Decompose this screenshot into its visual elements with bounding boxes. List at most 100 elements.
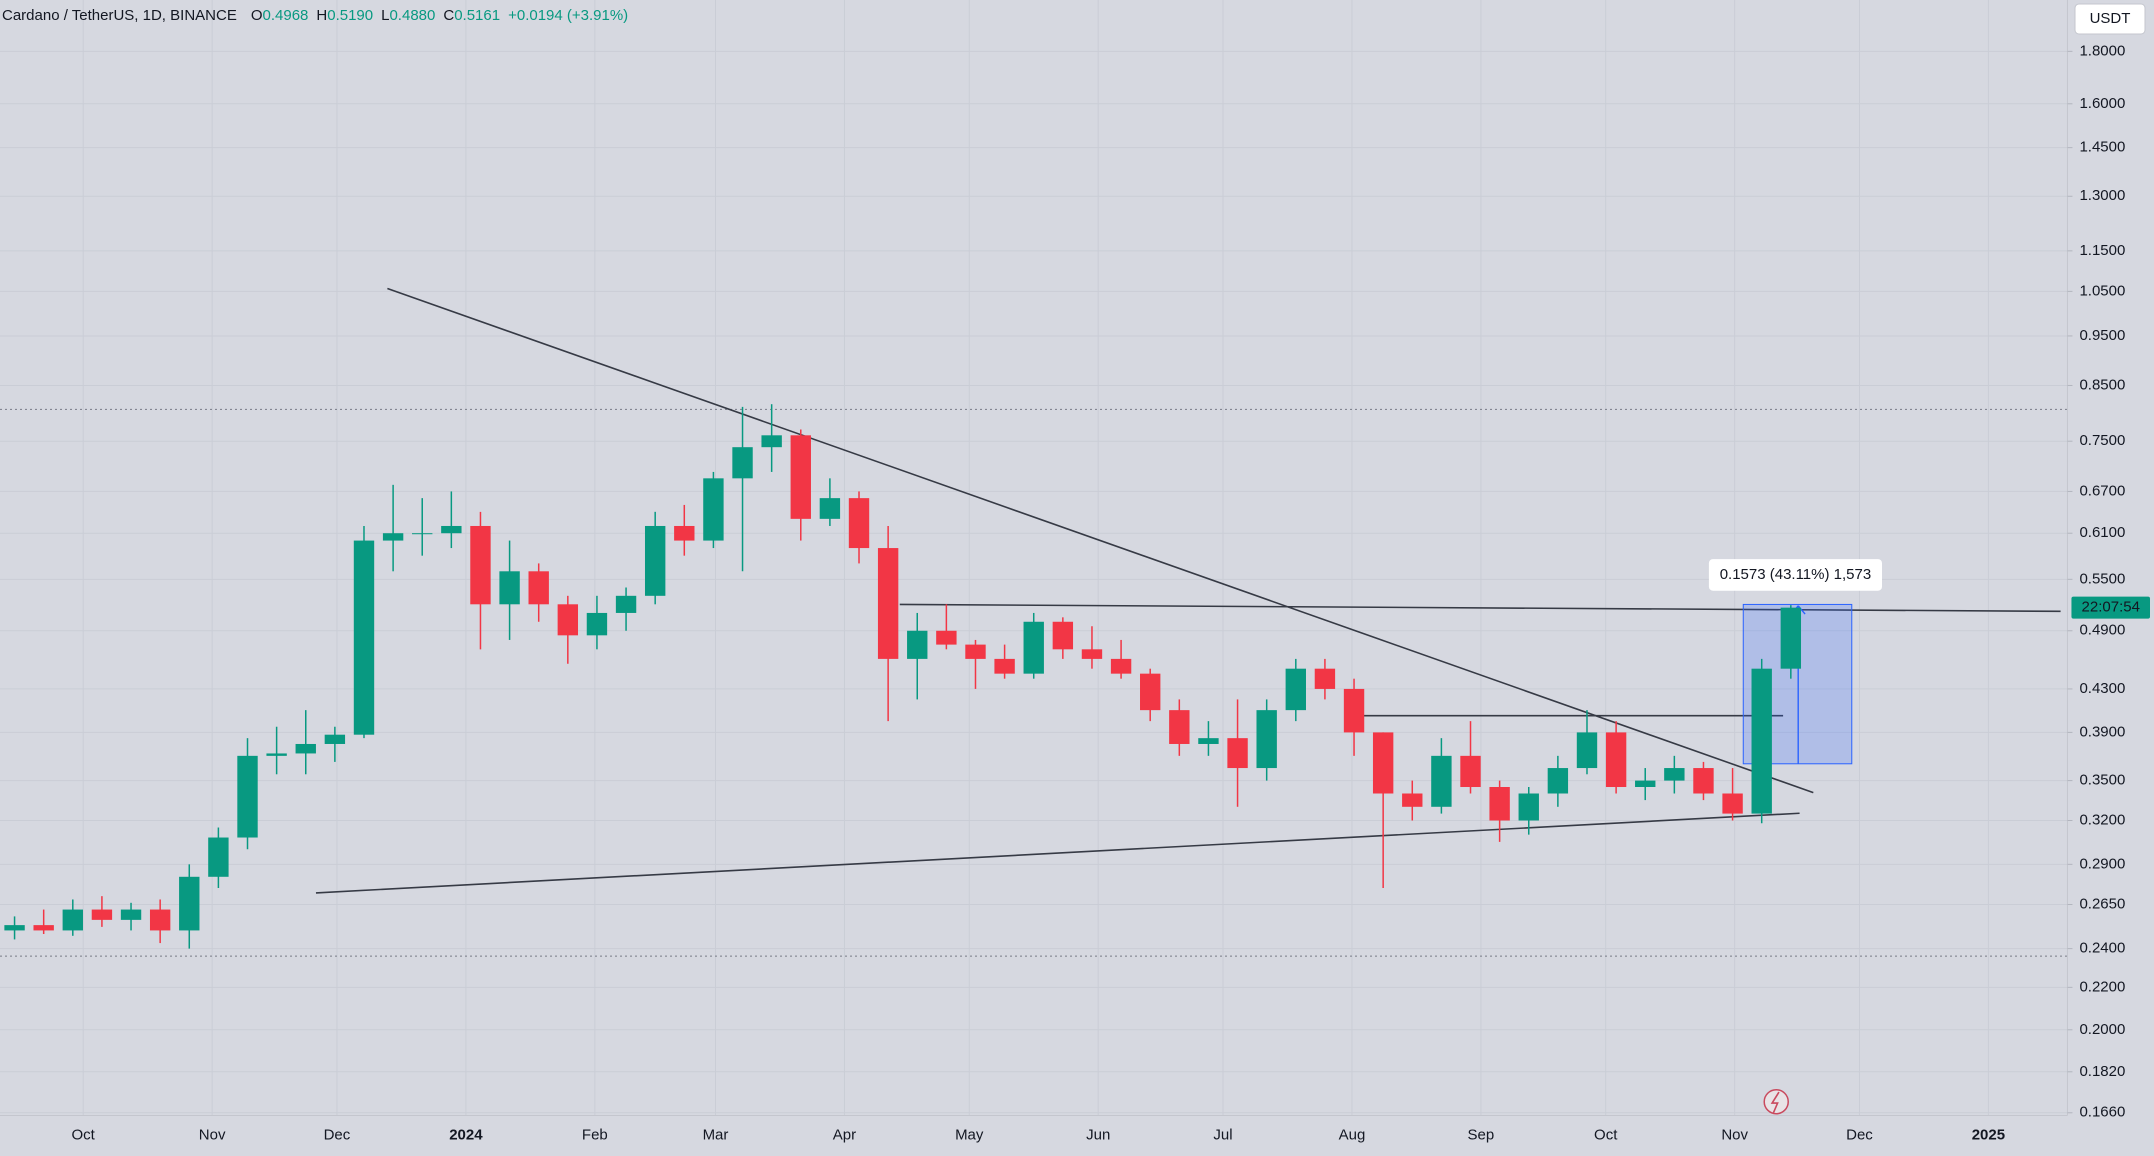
y-tick-label: 1.8000: [2079, 42, 2125, 59]
candle-body: [1343, 688, 1365, 733]
candle-body: [120, 909, 142, 920]
candle-body: [1780, 607, 1802, 669]
candle-body: [1256, 710, 1277, 769]
candle-body: [1693, 768, 1714, 794]
y-tick-label: 0.3200: [2079, 811, 2125, 828]
price-countdown: 22:07:54: [2082, 599, 2140, 616]
ohlc-value: 0.5161: [454, 7, 500, 24]
candle-body: [382, 533, 404, 541]
candle-body: [1081, 649, 1103, 659]
candle-body: [1489, 787, 1510, 821]
candle-body: [353, 540, 375, 735]
candle-body: [1169, 710, 1190, 744]
measure-arrow: [1797, 605, 1806, 615]
y-tick-label: 0.7500: [2079, 432, 2125, 449]
currency-button-label[interactable]: USDT: [2090, 10, 2131, 27]
candle-body: [1110, 658, 1132, 674]
measure-label-box: [1708, 559, 1883, 591]
y-tick-label: 0.4900: [2079, 622, 2125, 639]
candle-body: [1314, 668, 1336, 689]
symbol-title: Cardano / TetherUS, 1D, BINANCE: [2, 7, 237, 24]
candle-body: [819, 498, 841, 519]
candle-body: [1372, 732, 1394, 794]
candle-body: [412, 533, 433, 535]
grid: [0, 0, 2068, 1116]
candle-body: [266, 753, 287, 756]
x-tick-label: Dec: [1846, 1126, 1873, 1143]
alert-icon-bolt: [1770, 1091, 1780, 1114]
candle-body: [1285, 668, 1306, 711]
y-tick-label: 0.2400: [2079, 940, 2125, 957]
candle-body: [732, 447, 753, 479]
y-tick-label: 1.3000: [2079, 187, 2125, 204]
candle-body: [1722, 793, 1743, 814]
measure-label: 0.1573 (43.11%) 1,573: [1720, 566, 1872, 583]
alert-icon: [1763, 1088, 1789, 1115]
candle-body: [324, 734, 346, 744]
resistance-line: [899, 603, 2061, 613]
x-tick-label: Oct: [1594, 1126, 1618, 1143]
candle-body: [1431, 755, 1452, 807]
y-tick-label: 1.6000: [2079, 95, 2125, 112]
header: Cardano / TetherUS, 1D, BINANCE O0.4968 H0…: [2, 7, 628, 24]
candle-body: [790, 435, 811, 519]
trend-line: [315, 812, 1800, 894]
ohlc-value: 0.5190: [327, 7, 373, 24]
candle-body: [295, 743, 316, 754]
y-tick-label: 1.0500: [2079, 282, 2125, 299]
candle-body: [1402, 793, 1423, 807]
x-tick-label: Nov: [1721, 1126, 1748, 1143]
candle-body: [907, 630, 928, 659]
candle-body: [179, 876, 200, 931]
candle-body: [1052, 621, 1074, 650]
x-tick-label: Nov: [199, 1126, 226, 1143]
x-tick-label: Sep: [1468, 1126, 1495, 1143]
candle-body: [586, 612, 608, 636]
candle-body: [62, 909, 83, 931]
candle-body: [965, 644, 986, 659]
trend-line: [387, 287, 1814, 794]
ohlc-value: 0.4880: [389, 7, 435, 24]
x-tick-label: Jun: [1086, 1126, 1110, 1143]
x-tick-label: Apr: [833, 1126, 856, 1143]
y-tick-label: 0.8500: [2079, 376, 2125, 393]
candle-body: [1664, 768, 1685, 781]
candle-body: [1227, 738, 1248, 769]
y-tick-label: 0.2900: [2079, 855, 2125, 872]
price-axis-panel: [2067, 0, 2154, 1156]
candle-body: [936, 630, 957, 645]
candles: [4, 404, 1802, 949]
x-tick-label: Oct: [72, 1126, 96, 1143]
y-tick-label: 0.9500: [2079, 327, 2125, 344]
ohlc-key: H: [316, 7, 327, 24]
candle-body: [1460, 755, 1481, 788]
candle-body: [1023, 621, 1044, 674]
candle-body: [703, 478, 724, 541]
candle-body: [1605, 732, 1627, 788]
ohlc-key: L: [381, 7, 389, 24]
x-tick-label: Mar: [703, 1126, 729, 1143]
candle-body: [615, 595, 637, 613]
header-line: Cardano / TetherUS, 1D, BINANCE O0.4968 H0…: [2, 7, 628, 24]
candle-body: [1518, 793, 1539, 821]
y-tick-label: 0.3900: [2079, 723, 2125, 740]
y-tick-label: 0.2000: [2079, 1021, 2125, 1038]
candle-body: [1547, 768, 1569, 794]
x-tick-label: 2025: [1972, 1126, 2005, 1143]
candle-body: [33, 925, 54, 931]
candle-body: [848, 498, 870, 549]
y-tick-label: 1.4500: [2079, 139, 2125, 156]
candle-body: [644, 525, 666, 596]
candle-body: [91, 909, 113, 920]
candle-body: [674, 525, 695, 541]
x-tick-label: 2024: [449, 1126, 483, 1143]
y-tick-label: 0.1660: [2079, 1104, 2125, 1121]
candle-body: [1140, 673, 1161, 711]
x-tick-label: Dec: [324, 1126, 351, 1143]
candle-body: [557, 604, 579, 636]
x-tick-label: Feb: [582, 1126, 608, 1143]
currency-button[interactable]: [2074, 3, 2146, 35]
